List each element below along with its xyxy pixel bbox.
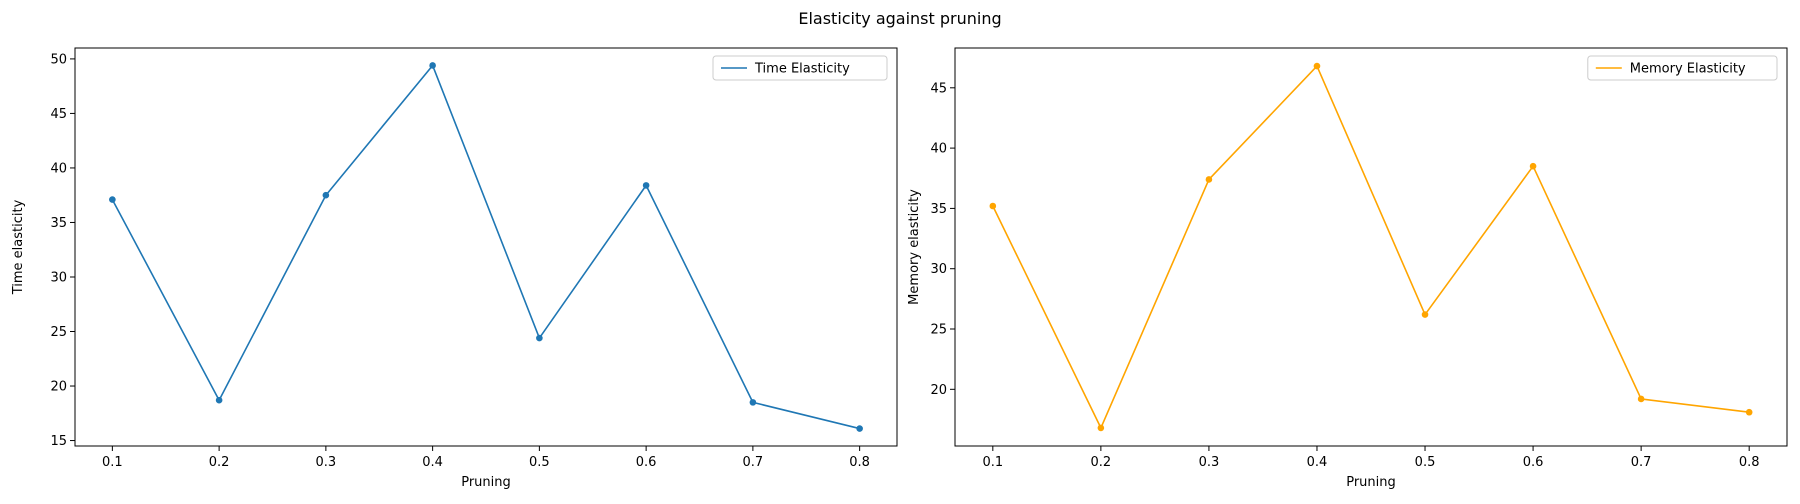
y-tick-label: 20 <box>50 380 67 395</box>
y-tick-label: 15 <box>50 434 67 449</box>
data-point <box>989 202 997 210</box>
legend-label: Memory Elasticity <box>1630 62 1746 77</box>
y-axis-label: Time elasticity <box>11 199 26 295</box>
x-axis-label: Pruning <box>461 475 511 490</box>
legend-box <box>1587 55 1778 81</box>
chart-panel-1: 0.1 0.2 0.3 0.4 0.5 0.6 0.7 0.8 15 20 25 30 35 40 45 50… <box>11 47 898 490</box>
y-tick-label: 25 <box>50 325 67 340</box>
data-point <box>1745 408 1753 416</box>
data-point <box>1313 62 1321 70</box>
y-tick-label: 40 <box>50 161 67 176</box>
data-point <box>215 396 223 404</box>
y-tick-label: 35 <box>50 216 67 231</box>
data-point <box>1421 311 1429 318</box>
x-tick-label: 0.8 <box>1739 455 1760 470</box>
x-tick-label: 0.6 <box>1523 455 1544 470</box>
data-point <box>642 182 650 189</box>
x-tick-label: 0.6 <box>636 455 657 470</box>
y-tick-label: 30 <box>930 262 947 277</box>
x-tick-label: 0.5 <box>1415 455 1436 470</box>
data-point <box>1637 395 1645 403</box>
data-point <box>1205 176 1213 183</box>
x-tick-label: 0.2 <box>209 455 230 470</box>
x-tick-label: 0.3 <box>1199 455 1220 470</box>
plot-area-frame <box>74 47 898 447</box>
x-tick-label: 0.3 <box>316 455 337 470</box>
y-tick-label: 35 <box>930 202 947 217</box>
y-tick-label: 50 <box>50 52 67 67</box>
chart-panel-2: 0.1 0.2 0.3 0.4 0.5 0.6 0.7 0.8 20 25 30 35 40 45 Prun… <box>907 47 1788 490</box>
legend: Time Elasticity <box>712 55 888 81</box>
x-axis-label: Pruning <box>1346 475 1396 490</box>
series-line <box>111 64 860 430</box>
x-tick-label: 0.5 <box>529 455 550 470</box>
x-tick-label: 0.2 <box>1091 455 1112 470</box>
y-tick-label: 20 <box>930 383 947 398</box>
data-point <box>536 334 543 342</box>
data-point <box>429 62 436 69</box>
data-point <box>1097 424 1105 432</box>
data-point <box>322 191 330 199</box>
x-tick-label: 0.4 <box>1307 455 1328 470</box>
y-tick-label: 30 <box>50 270 67 285</box>
legend-box <box>712 55 888 81</box>
data-point <box>109 196 116 203</box>
x-tick-label: 0.7 <box>743 455 764 470</box>
legend-label: Time Elasticity <box>754 62 850 77</box>
y-tick-label: 40 <box>930 142 947 157</box>
data-point <box>1529 162 1537 170</box>
x-tick-label: 0.7 <box>1631 455 1652 470</box>
figure-title: Elasticity against pruning <box>798 9 1001 28</box>
y-axis-label: Memory elasticity <box>907 189 922 305</box>
data-point <box>856 425 863 432</box>
y-tick-label: 45 <box>50 107 67 122</box>
series-line <box>992 65 1750 429</box>
y-tick-label: 45 <box>930 81 947 96</box>
data-point <box>749 399 757 406</box>
x-tick-label: 0.8 <box>849 455 870 470</box>
legend: Memory Elasticity <box>1587 55 1778 81</box>
plot-area-frame <box>954 47 1788 447</box>
y-tick-label: 25 <box>930 323 947 338</box>
x-tick-label: 0.1 <box>102 455 123 470</box>
x-tick-label: 0.1 <box>982 455 1003 470</box>
x-tick-label: 0.4 <box>422 455 443 470</box>
